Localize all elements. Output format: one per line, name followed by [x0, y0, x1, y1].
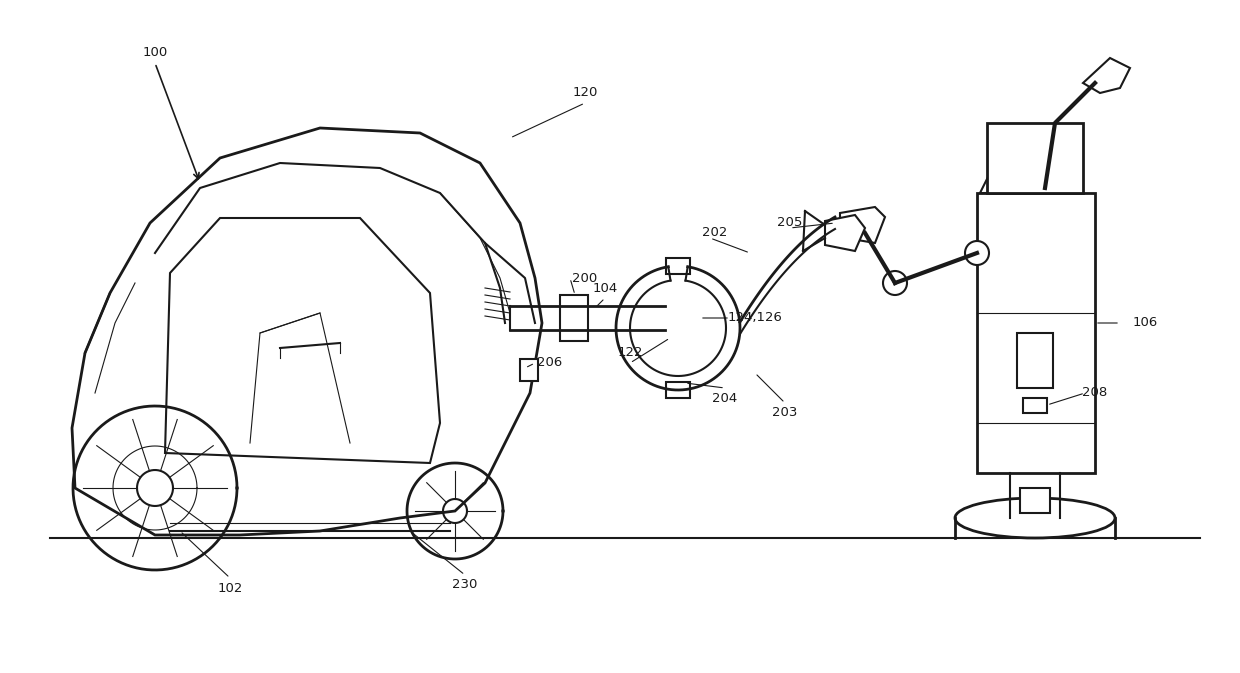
Bar: [987, 123, 1083, 193]
Bar: [1017, 333, 1053, 388]
Bar: [666, 258, 689, 274]
Polygon shape: [825, 215, 866, 251]
Text: 205: 205: [777, 217, 802, 229]
Bar: [977, 193, 1095, 473]
Text: 124,126: 124,126: [728, 312, 782, 324]
Bar: [1023, 398, 1047, 413]
Bar: [560, 295, 588, 341]
Polygon shape: [980, 143, 1004, 193]
Polygon shape: [1083, 58, 1130, 93]
Text: 206: 206: [537, 357, 563, 369]
Text: 122: 122: [618, 347, 642, 359]
Text: 106: 106: [1132, 316, 1158, 330]
Text: 203: 203: [773, 406, 797, 419]
Text: 204: 204: [712, 392, 738, 404]
Circle shape: [883, 271, 906, 295]
Text: 230: 230: [453, 579, 477, 592]
Text: 208: 208: [1083, 386, 1107, 400]
Text: 100: 100: [143, 46, 167, 59]
Text: 200: 200: [573, 271, 598, 285]
Text: 202: 202: [702, 227, 728, 240]
Polygon shape: [839, 207, 885, 243]
Polygon shape: [1040, 138, 1065, 193]
Bar: [1021, 488, 1050, 513]
Bar: [520, 359, 538, 381]
Circle shape: [965, 241, 990, 265]
Text: 120: 120: [573, 87, 598, 100]
Bar: [666, 382, 689, 398]
Ellipse shape: [955, 498, 1115, 538]
Text: 104: 104: [593, 281, 618, 295]
Text: 102: 102: [217, 581, 243, 594]
